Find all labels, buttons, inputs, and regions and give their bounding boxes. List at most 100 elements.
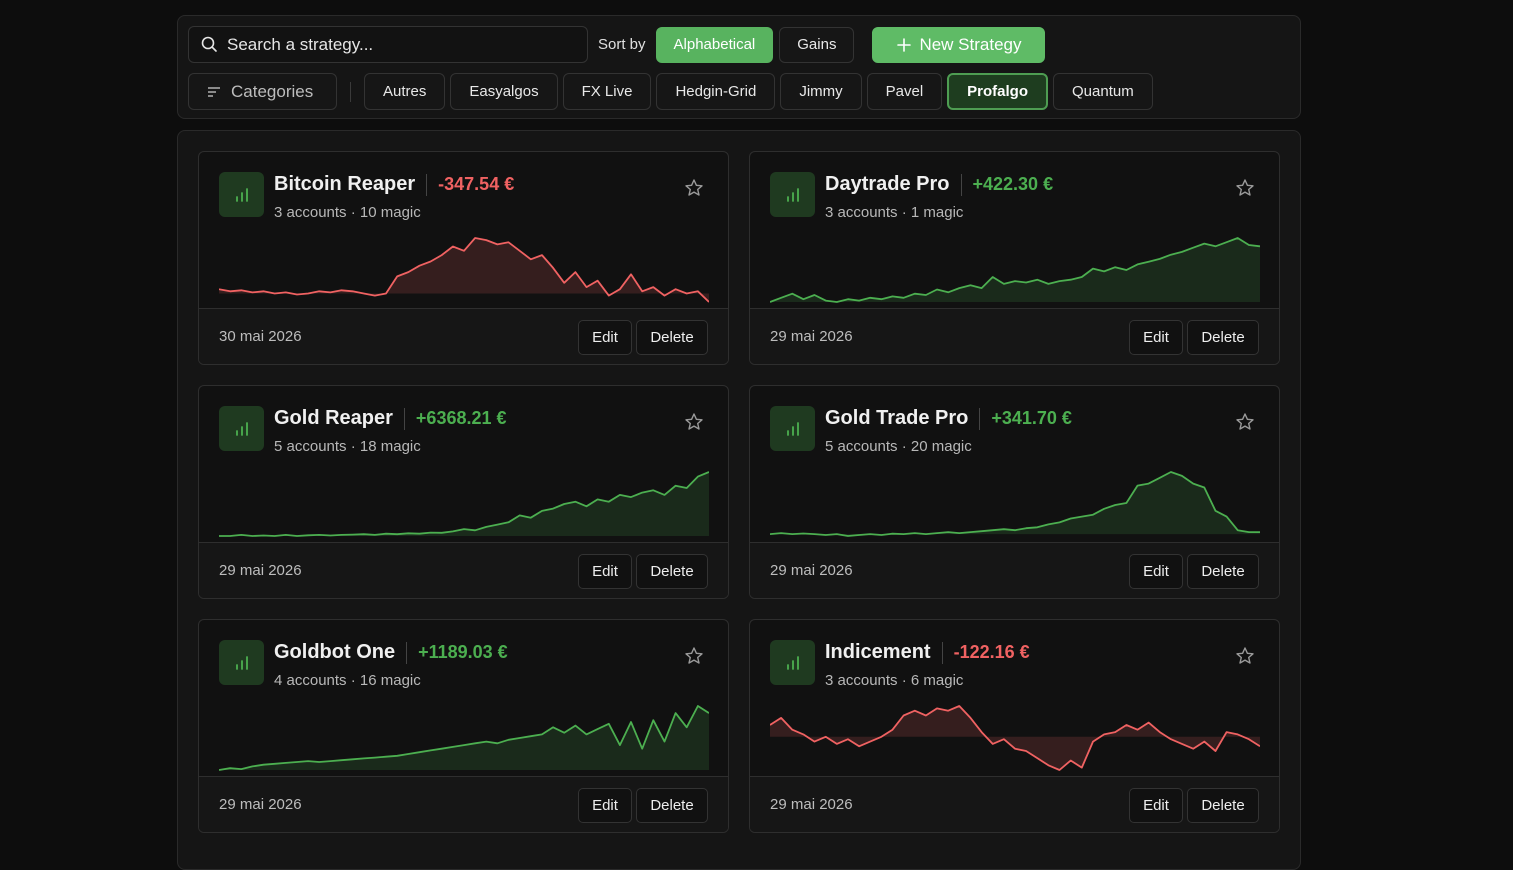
title-divider xyxy=(941,641,943,664)
strategy-date: 29 mai 2026 xyxy=(219,796,302,813)
sparkline-area xyxy=(219,238,709,302)
category-chip-pavel[interactable]: Pavel xyxy=(866,73,943,110)
strategy-meta: 3 accounts · 6 magic xyxy=(825,672,964,689)
delete-button[interactable]: Delete xyxy=(636,788,708,823)
strategy-gain: +1189.03 € xyxy=(418,642,508,662)
category-filter-row: Categories Autres Easyalgos FX Live Hedg… xyxy=(188,73,1153,110)
strategy-date: 29 mai 2026 xyxy=(770,562,853,579)
strategy-logo xyxy=(770,172,815,217)
equity-sparkline xyxy=(219,705,709,771)
delete-button[interactable]: Delete xyxy=(636,320,708,355)
strategy-name[interactable]: Daytrade Pro xyxy=(825,173,950,195)
bar-chart-icon xyxy=(786,421,799,436)
card-footer: 29 mai 2026 Edit Delete xyxy=(199,776,728,832)
bar-chart-icon xyxy=(786,655,799,670)
edit-button[interactable]: Edit xyxy=(1129,554,1183,589)
card-footer: 30 mai 2026 Edit Delete xyxy=(199,308,728,364)
strategy-name[interactable]: Bitcoin Reaper xyxy=(274,173,416,195)
delete-button[interactable]: Delete xyxy=(636,554,708,589)
strategy-gain: +341.70 € xyxy=(991,408,1072,428)
sort-gains-button[interactable]: Gains xyxy=(779,26,855,63)
strategy-gain: +422.30 € xyxy=(972,174,1054,194)
app-root: Sort by Alphabetical Gains New Strategy … xyxy=(177,15,1301,870)
strategy-title: Gold Reaper +6368.21 € xyxy=(274,407,507,430)
star-icon[interactable] xyxy=(1235,412,1255,432)
star-icon[interactable] xyxy=(684,178,704,198)
categories-label: Categories xyxy=(231,81,314,101)
sparkline-area xyxy=(219,472,709,536)
title-divider xyxy=(403,407,405,430)
sparkline-area xyxy=(770,472,1260,536)
edit-button[interactable]: Edit xyxy=(1129,788,1183,823)
edit-button[interactable]: Edit xyxy=(578,554,632,589)
strategy-title: Bitcoin Reaper -347.54 € xyxy=(274,173,514,196)
sparkline-line xyxy=(770,471,1260,537)
sparkline-area xyxy=(770,706,1260,770)
delete-button[interactable]: Delete xyxy=(1187,788,1259,823)
new-strategy-label: New Strategy xyxy=(919,34,1022,54)
bar-chart-icon xyxy=(235,655,248,670)
strategy-date: 30 mai 2026 xyxy=(219,328,302,345)
sparkline-area xyxy=(219,706,709,770)
strategy-card[interactable]: Goldbot One +1189.03 € 4 accounts · 16 m… xyxy=(198,619,729,833)
strategy-card[interactable]: Bitcoin Reaper -347.54 € 3 accounts · 10… xyxy=(198,151,729,365)
star-icon[interactable] xyxy=(1235,178,1255,198)
category-chip-hedgin-grid[interactable]: Hedgin-Grid xyxy=(656,73,776,110)
edit-button[interactable]: Edit xyxy=(578,320,632,355)
strategy-card[interactable]: Gold Reaper +6368.21 € 5 accounts · 18 m… xyxy=(198,385,729,599)
strategy-name[interactable]: Gold Reaper xyxy=(274,407,393,429)
strategy-meta: 3 accounts · 1 magic xyxy=(825,204,964,221)
equity-sparkline xyxy=(770,471,1260,537)
category-chip-autres[interactable]: Autres xyxy=(364,73,446,110)
card-footer: 29 mai 2026 Edit Delete xyxy=(199,542,728,598)
strategy-card[interactable]: Daytrade Pro +422.30 € 3 accounts · 1 ma… xyxy=(749,151,1280,365)
strategy-gain: -122.16 € xyxy=(953,642,1030,662)
bar-chart-icon xyxy=(235,421,248,436)
card-footer: 29 mai 2026 Edit Delete xyxy=(750,308,1279,364)
strategy-name[interactable]: Gold Trade Pro xyxy=(825,407,969,429)
sparkline-line xyxy=(219,471,709,537)
strategy-logo xyxy=(770,406,815,451)
strategy-name[interactable]: Indicement xyxy=(825,641,931,663)
delete-button[interactable]: Delete xyxy=(1187,554,1259,589)
category-chip-fx-live[interactable]: FX Live xyxy=(562,73,652,110)
strategy-title: Indicement -122.16 € xyxy=(825,641,1030,664)
sparkline-area xyxy=(770,238,1260,302)
delete-button[interactable]: Delete xyxy=(1187,320,1259,355)
strategy-date: 29 mai 2026 xyxy=(219,562,302,579)
category-chip-quantum[interactable]: Quantum xyxy=(1053,73,1153,110)
edit-button[interactable]: Edit xyxy=(1129,320,1183,355)
category-chip-easyalgos[interactable]: Easyalgos xyxy=(450,73,558,110)
toolbar: Sort by Alphabetical Gains New Strategy … xyxy=(177,15,1301,119)
search-box[interactable] xyxy=(188,26,588,63)
strategy-name[interactable]: Goldbot One xyxy=(274,641,396,663)
card-footer: 29 mai 2026 Edit Delete xyxy=(750,776,1279,832)
title-divider xyxy=(426,173,428,196)
search-input[interactable] xyxy=(227,34,567,55)
title-divider xyxy=(979,407,981,430)
equity-sparkline xyxy=(770,237,1260,303)
strategy-title: Daytrade Pro +422.30 € xyxy=(825,173,1053,196)
star-icon[interactable] xyxy=(684,646,704,666)
categories-button[interactable]: Categories xyxy=(188,73,337,110)
strategy-logo xyxy=(770,640,815,685)
strategy-card[interactable]: Gold Trade Pro +341.70 € 5 accounts · 20… xyxy=(749,385,1280,599)
plus-icon xyxy=(897,37,912,52)
equity-sparkline xyxy=(219,471,709,537)
toolbar-row-search: Sort by Alphabetical Gains New Strategy xyxy=(188,26,1045,63)
edit-button[interactable]: Edit xyxy=(578,788,632,823)
new-strategy-button[interactable]: New Strategy xyxy=(872,26,1045,63)
category-chip-jimmy[interactable]: Jimmy xyxy=(780,73,862,110)
sparkline-line xyxy=(219,705,709,771)
category-chip-profalgo[interactable]: Profalgo xyxy=(947,73,1049,110)
filter-lines-icon xyxy=(208,86,220,97)
equity-sparkline xyxy=(219,237,709,303)
strategy-title: Goldbot One +1189.03 € xyxy=(274,641,508,664)
star-icon[interactable] xyxy=(684,412,704,432)
bar-chart-icon xyxy=(235,187,248,202)
strategy-meta: 5 accounts · 18 magic xyxy=(274,438,421,455)
sparkline-line xyxy=(770,237,1260,303)
strategy-card[interactable]: Indicement -122.16 € 3 accounts · 6 magi… xyxy=(749,619,1280,833)
star-icon[interactable] xyxy=(1235,646,1255,666)
sort-alphabetical-button[interactable]: Alphabetical xyxy=(655,26,774,63)
